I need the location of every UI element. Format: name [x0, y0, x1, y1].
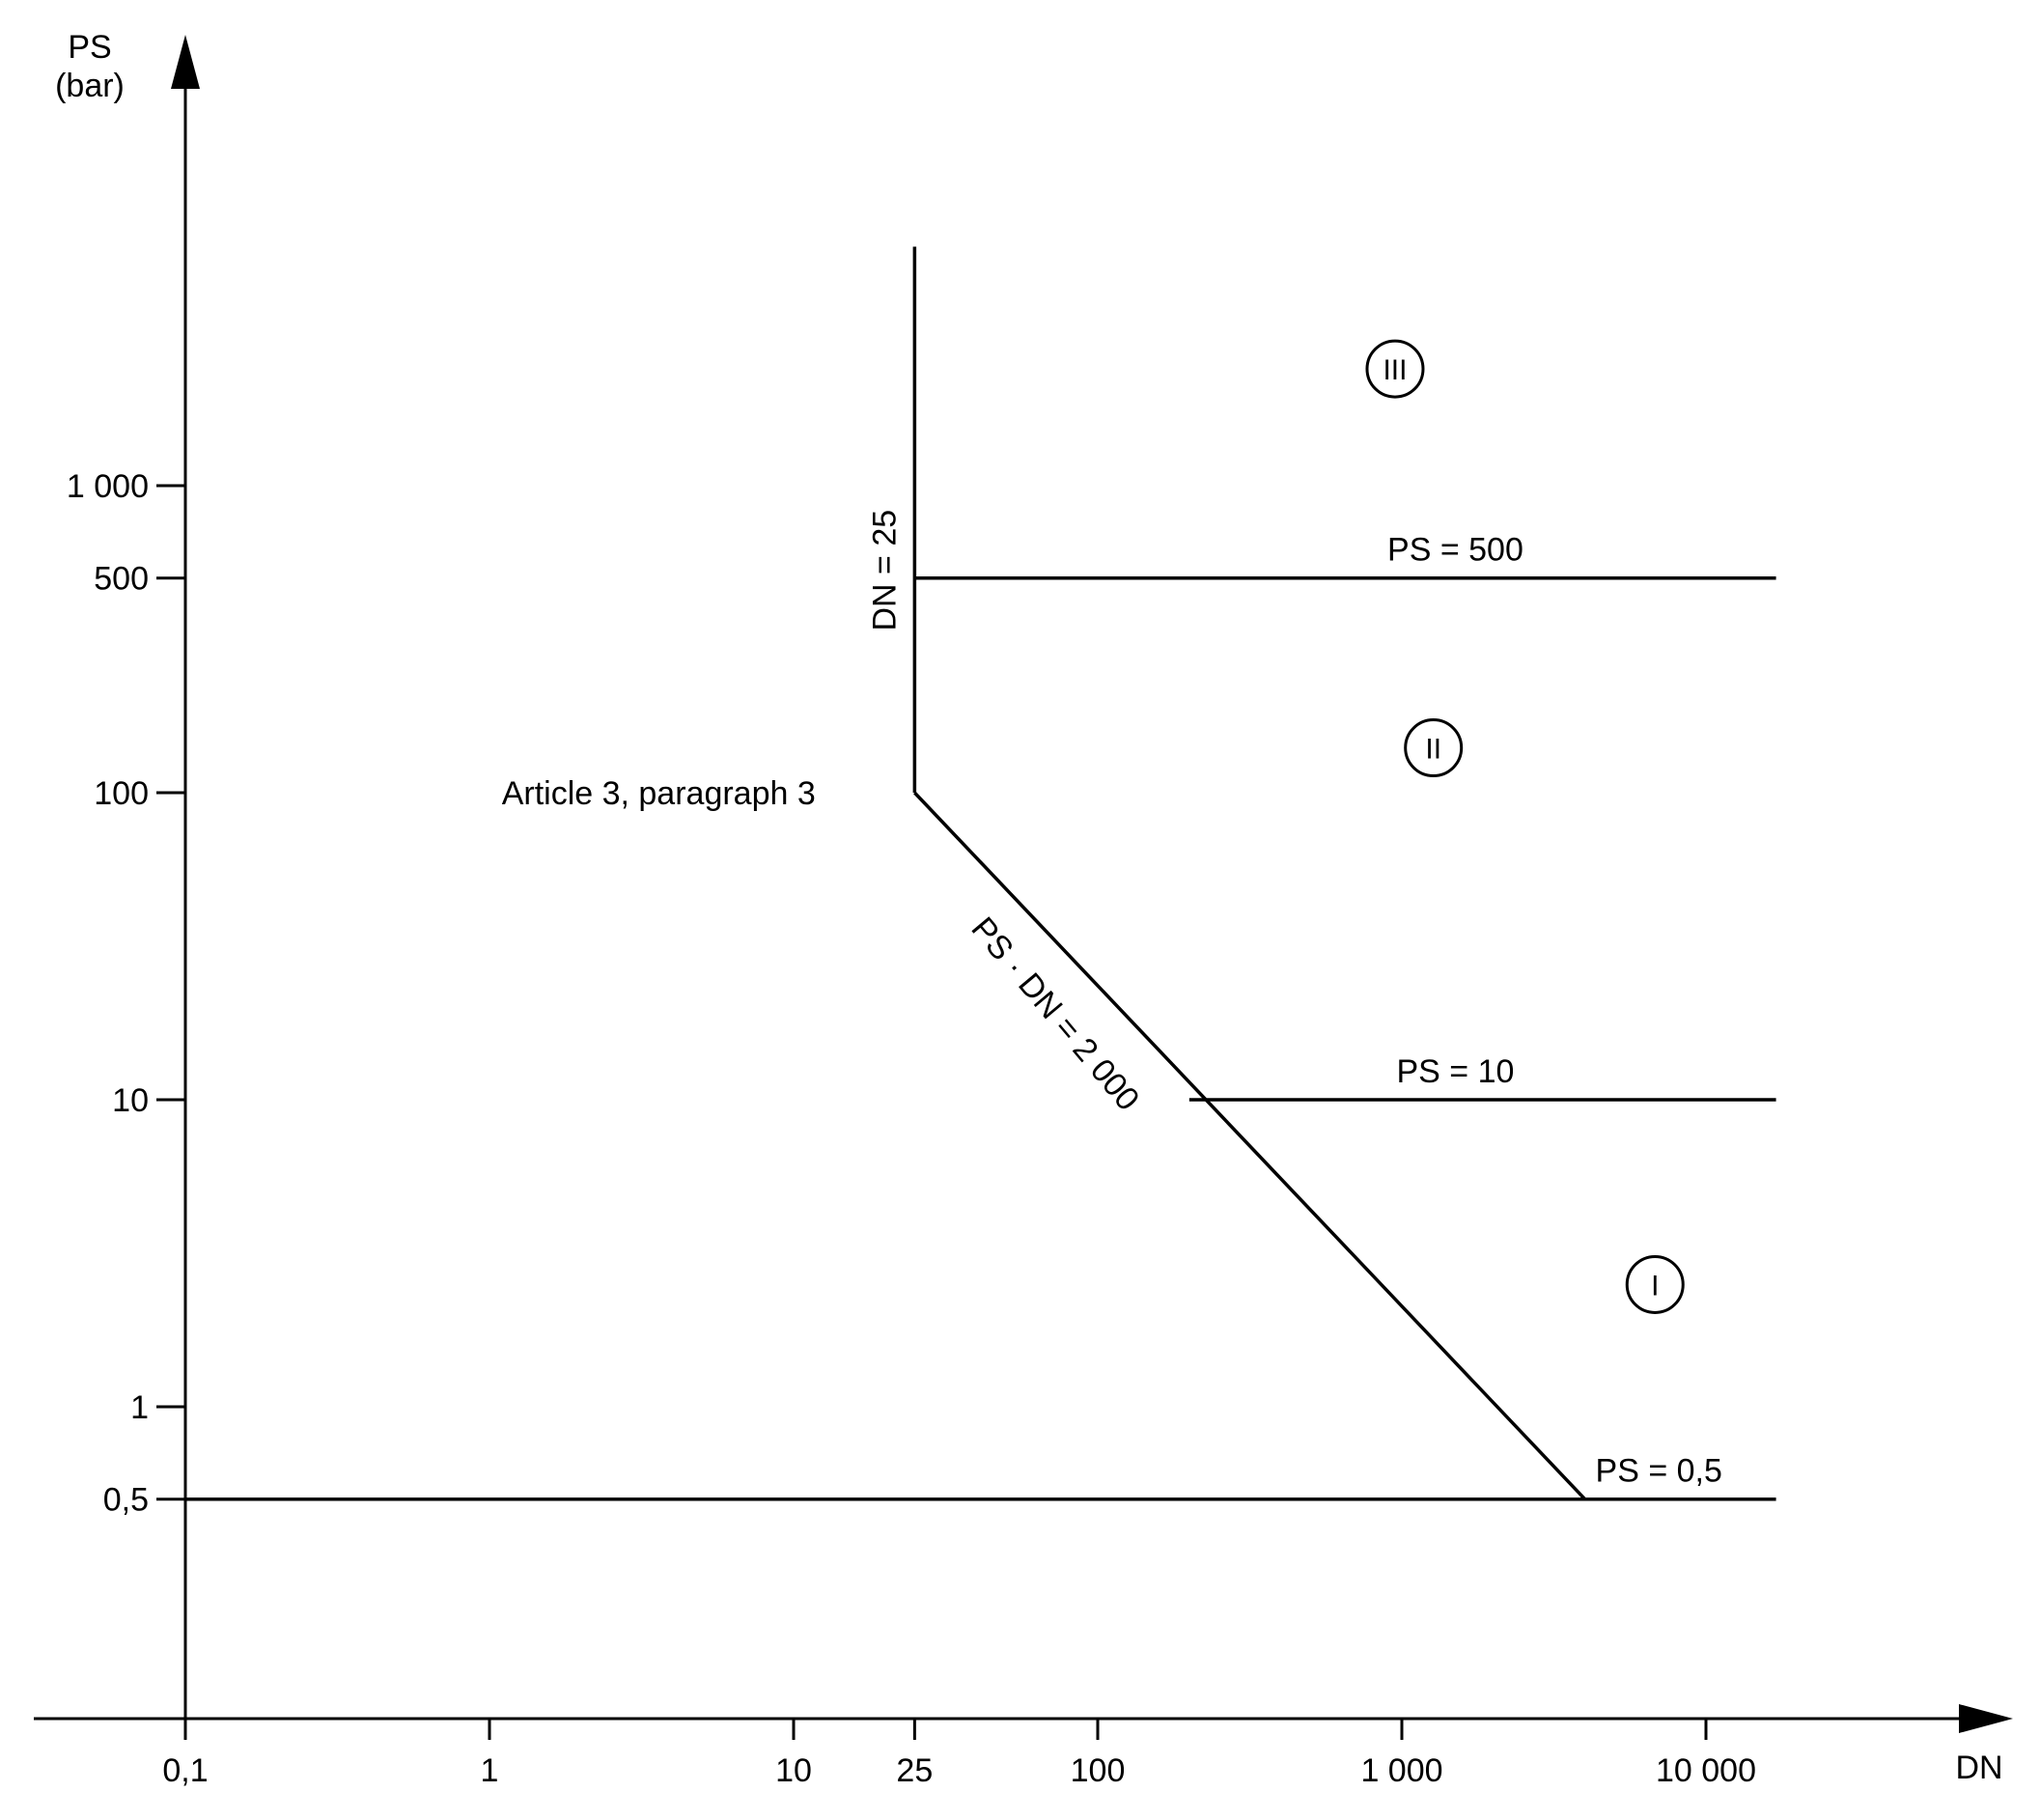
- category-label: II: [1425, 734, 1441, 766]
- y-tick-label: 500: [94, 561, 149, 598]
- series-line: [913, 791, 1586, 1500]
- series-label: PS = 500: [1387, 532, 1523, 569]
- x-tick-label: 1 000: [1360, 1752, 1442, 1789]
- series-label: PS = 10: [1397, 1053, 1515, 1090]
- x-tick-label: 25: [896, 1752, 933, 1789]
- x-axis-arrowhead: [1959, 1704, 2013, 1733]
- y-tick-label: 0,5: [103, 1482, 149, 1519]
- x-tick-label: 0,1: [162, 1752, 208, 1789]
- y-tick-label: 10: [112, 1082, 149, 1119]
- category-circle: [1625, 1254, 1685, 1314]
- y-tick-label: 1 000: [67, 468, 149, 505]
- category-label: I: [1651, 1270, 1659, 1302]
- category-label: III: [1383, 354, 1407, 386]
- x-tick-label: 1: [481, 1752, 499, 1789]
- y-tick-label: 100: [94, 775, 149, 812]
- y-tick-label: 1: [130, 1389, 149, 1426]
- x-tick-label: 10 000: [1656, 1752, 1756, 1789]
- x-tick-label: 100: [1071, 1752, 1126, 1789]
- series-label: PS = 0,5: [1596, 1453, 1722, 1490]
- x-axis-title: DN: [1955, 1750, 2002, 1786]
- category-circle: [1404, 718, 1464, 778]
- x-tick-label: 10: [775, 1752, 812, 1789]
- series-label: DN = 25: [866, 510, 903, 631]
- y-axis-arrowhead: [171, 35, 200, 89]
- y-axis-title-unit: (bar): [55, 68, 125, 104]
- area-label: Article 3, paragraph 3: [502, 775, 816, 812]
- axes: 0,1 1 10 25 100 1 000 10 000 0,5 1 10 100 500 1 000: [34, 35, 2013, 1789]
- category-circle: [1365, 339, 1425, 399]
- y-axis-title: PS: [68, 29, 111, 66]
- series-lines: [185, 246, 1776, 1501]
